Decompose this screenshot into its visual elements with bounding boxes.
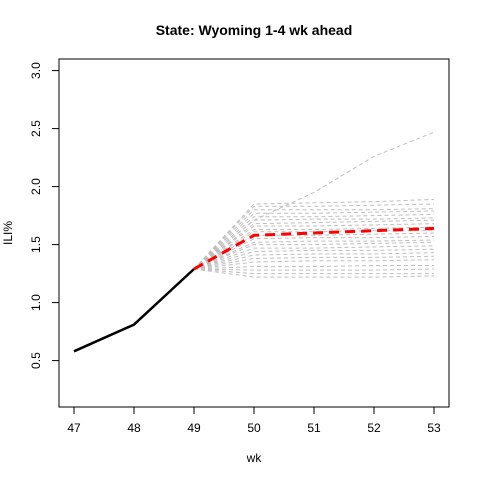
y-tick-label: 1.5 (29, 236, 43, 253)
sample-line-10 (193, 226, 435, 270)
sample-line-13 (193, 236, 435, 270)
sample-line-4 (193, 208, 435, 270)
y-axis-label: ILI% (1, 221, 15, 245)
x-tick-label: 53 (427, 421, 441, 435)
x-axis-label: wk (246, 451, 263, 465)
sample-line-2 (193, 198, 435, 270)
x-tick-label: 49 (187, 421, 201, 435)
x-tick-label: 52 (367, 421, 381, 435)
sample-line-5 (193, 210, 435, 270)
observed-line (73, 268, 195, 353)
y-tick-label: 2.0 (29, 178, 43, 195)
sample-line-12 (193, 232, 435, 270)
sample-line-21 (193, 265, 434, 270)
x-tick-label: 48 (127, 421, 141, 435)
x-tick-label: 50 (247, 421, 261, 435)
sample-line-8 (193, 219, 435, 270)
y-tick-label: 3.0 (29, 62, 43, 79)
sample-line-14 (193, 239, 435, 270)
x-axis: 47 48 49 50 51 52 53 (67, 406, 441, 435)
plot-frame (58, 58, 450, 408)
sample-line-16 (193, 245, 435, 270)
sample-line-20 (193, 259, 435, 270)
sample-line-7 (193, 217, 435, 270)
y-tick-label: 0.5 (29, 352, 43, 369)
sample-line-17 (193, 248, 435, 270)
sample-line-6 (193, 213, 435, 270)
x-tick-label: 47 (67, 421, 81, 435)
sample-line-19 (193, 255, 435, 270)
sample-line-18 (193, 252, 435, 270)
sample-line-23 (193, 268, 434, 275)
forecast-line (193, 226, 435, 271)
sample-line-15 (193, 241, 435, 270)
x-tick-label: 51 (307, 421, 321, 435)
sample-line-9 (193, 223, 435, 270)
main-series (73, 226, 435, 353)
sample-trajectories (193, 131, 435, 278)
y-tick-label: 2.5 (29, 120, 43, 137)
sample-line-22 (193, 268, 435, 271)
sample-line-3 (193, 203, 435, 270)
y-axis: 0.5 1.0 1.5 2.0 2.5 3.0 (29, 62, 60, 369)
y-tick-label: 1.0 (29, 294, 43, 311)
chart-title: State: Wyoming 1-4 wk ahead (156, 22, 353, 38)
sample-line-24 (193, 268, 435, 278)
